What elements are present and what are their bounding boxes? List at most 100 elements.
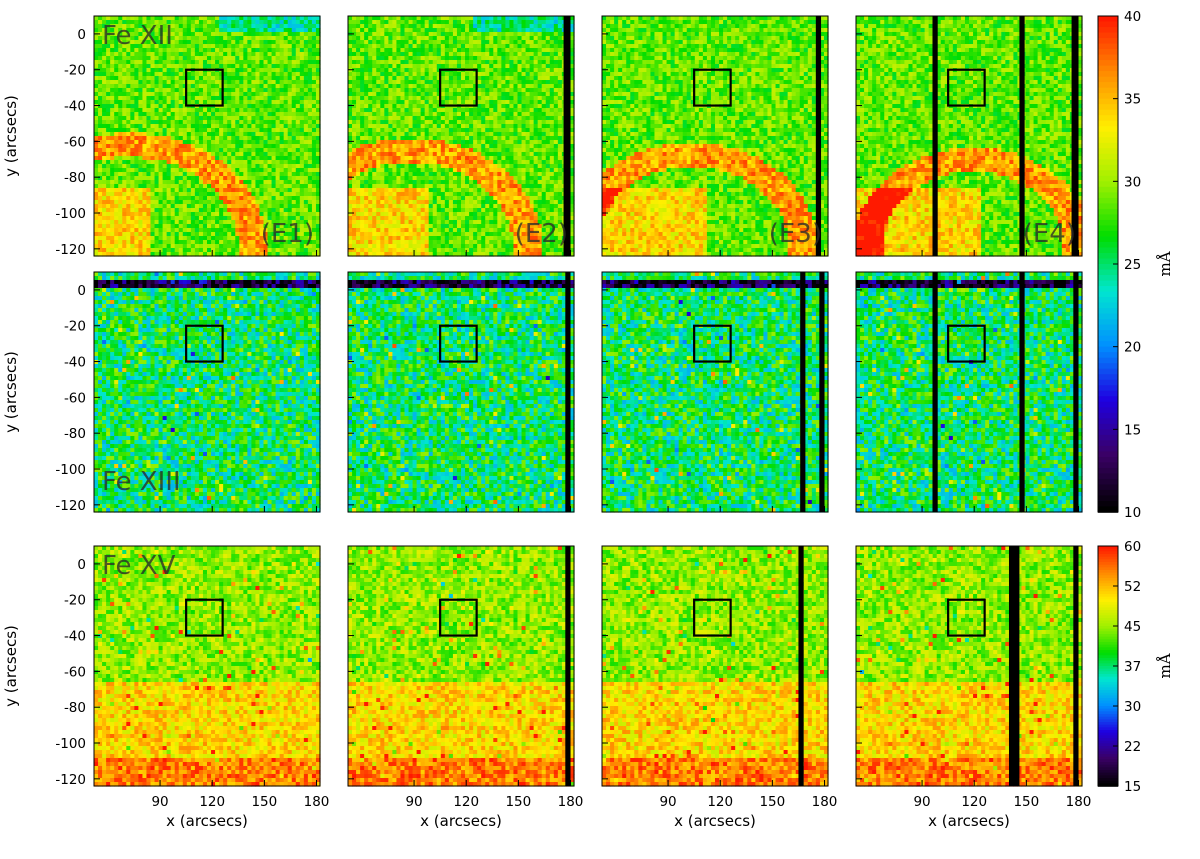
panel-2-4 [856,272,1083,513]
colorbar-tick-label: 52 [1124,579,1141,595]
colorbar-tick-label: 30 [1124,174,1141,190]
colorbar-tick-label: 45 [1124,619,1141,635]
colorbar-tick-label: 20 [1124,340,1141,356]
y-axis-title: y (arcsecs) [2,95,20,177]
y-tick-label: -40 [64,629,86,645]
y-tick-label: -20 [64,593,86,609]
panel-3-2 [348,546,575,787]
x-tick-label: 150 [1013,794,1039,810]
x-tick-label: 90 [913,794,930,810]
colorbar-unit: mÅ [1156,653,1174,678]
y-tick-label: -80 [64,426,86,442]
y-tick-label: -100 [55,462,86,478]
x-axis-title: x (arcsecs) [674,812,756,830]
data-gap-stripe [819,272,824,512]
y-tick-label: 0 [77,557,86,573]
y-tick-label: -20 [64,319,86,335]
y-tick-label: -60 [64,134,86,150]
x-tick-label: 180 [1066,794,1092,810]
intensity-map [348,272,575,513]
x-axis-title: x (arcsecs) [928,812,1010,830]
intensity-map [348,546,575,787]
x-tick-label: 90 [151,794,168,810]
colorbar-unit: mÅ [1156,251,1174,276]
panel-2-3 [602,272,829,513]
panel-label: (E1) [261,219,314,249]
x-axis-title: x (arcsecs) [420,812,502,830]
y-tick-label: -60 [64,664,86,680]
panel-3-4 [856,546,1083,787]
y-tick-label: -100 [55,206,86,222]
x-tick-label: 120 [199,794,225,810]
y-tick-label: 0 [77,27,86,43]
colorbar-tick-label: 35 [1124,92,1141,108]
y-tick-label: -100 [55,736,86,752]
colorbar-tick-label: 37 [1124,659,1141,675]
panel-1-1: (E1) Fe XII [94,16,321,257]
panel-label: (E4) [1023,219,1076,249]
x-tick-label: 90 [405,794,422,810]
x-axis-title: x (arcsecs) [166,812,248,830]
data-gap-stripe [1073,272,1078,512]
x-tick-label: 180 [558,794,584,810]
colorbar-tick-label: 40 [1124,9,1141,25]
colorbar: 40 35 30 25 20 15 10 mÅ [1098,9,1174,521]
x-tick-label: 120 [961,794,987,810]
y-tick-label: -60 [64,390,86,406]
intensity-map [602,546,829,787]
colorbar-tick-label: 22 [1124,739,1141,755]
panel-1-2: (E2) [348,16,575,257]
panel-label: (E3) [769,219,822,249]
ion-label: Fe XII [102,21,173,51]
y-tick-label: -120 [55,772,86,788]
panel-1-4: (E4) [856,16,1083,257]
data-gap-stripe [1009,546,1019,786]
intensity-map [602,272,829,513]
y-tick-label: -20 [64,63,86,79]
x-tick-label: 150 [251,794,277,810]
x-tick-label: 180 [304,794,330,810]
x-tick-label: 120 [453,794,479,810]
y-tick-label: -40 [64,355,86,371]
panel-2-2 [348,272,575,513]
colorbar-tick-label: 60 [1124,539,1141,555]
colorbar-tick-label: 10 [1124,505,1141,521]
data-gap-stripe [932,272,937,512]
data-gap-stripe [932,16,937,256]
data-gap-stripe [565,546,570,786]
colorbar-tick-label: 25 [1124,257,1141,273]
y-tick-label: 0 [77,283,86,299]
colorbar-tick-label: 15 [1124,422,1141,438]
intensity-map [94,546,321,787]
x-tick-label: 180 [812,794,838,810]
y-tick-label: -80 [64,700,86,716]
y-tick-label: -120 [55,242,86,258]
ion-label: Fe XV [102,551,176,581]
panel-label: (E2) [515,219,568,249]
y-axis-title: y (arcsecs) [2,625,20,707]
panel-3-1: Fe XV [94,546,321,787]
x-tick-label: 90 [659,794,676,810]
colorbar: 60 52 45 37 30 22 15 mÅ [1098,539,1174,795]
y-tick-label: -80 [64,170,86,186]
panel-2-1: Fe XIII [94,272,321,513]
data-gap-stripe [800,272,805,512]
y-tick-label: -40 [64,99,86,115]
x-tick-label: 150 [505,794,531,810]
y-tick-label: -120 [55,498,86,514]
y-axis-title: y (arcsecs) [2,351,20,433]
x-tick-label: 120 [707,794,733,810]
intensity-map [856,546,1083,787]
panel-3-3 [602,546,829,787]
intensity-map [856,272,1083,513]
data-gap-stripe [1019,272,1024,512]
x-tick-label: 150 [759,794,785,810]
panel-1-3: (E3) [602,16,829,257]
data-gap-stripe [1073,546,1078,786]
colorbar-tick-label: 15 [1124,779,1141,795]
colorbar-tick-label: 30 [1124,699,1141,715]
ion-label: Fe XIII [102,467,181,497]
data-gap-stripe [798,546,803,786]
